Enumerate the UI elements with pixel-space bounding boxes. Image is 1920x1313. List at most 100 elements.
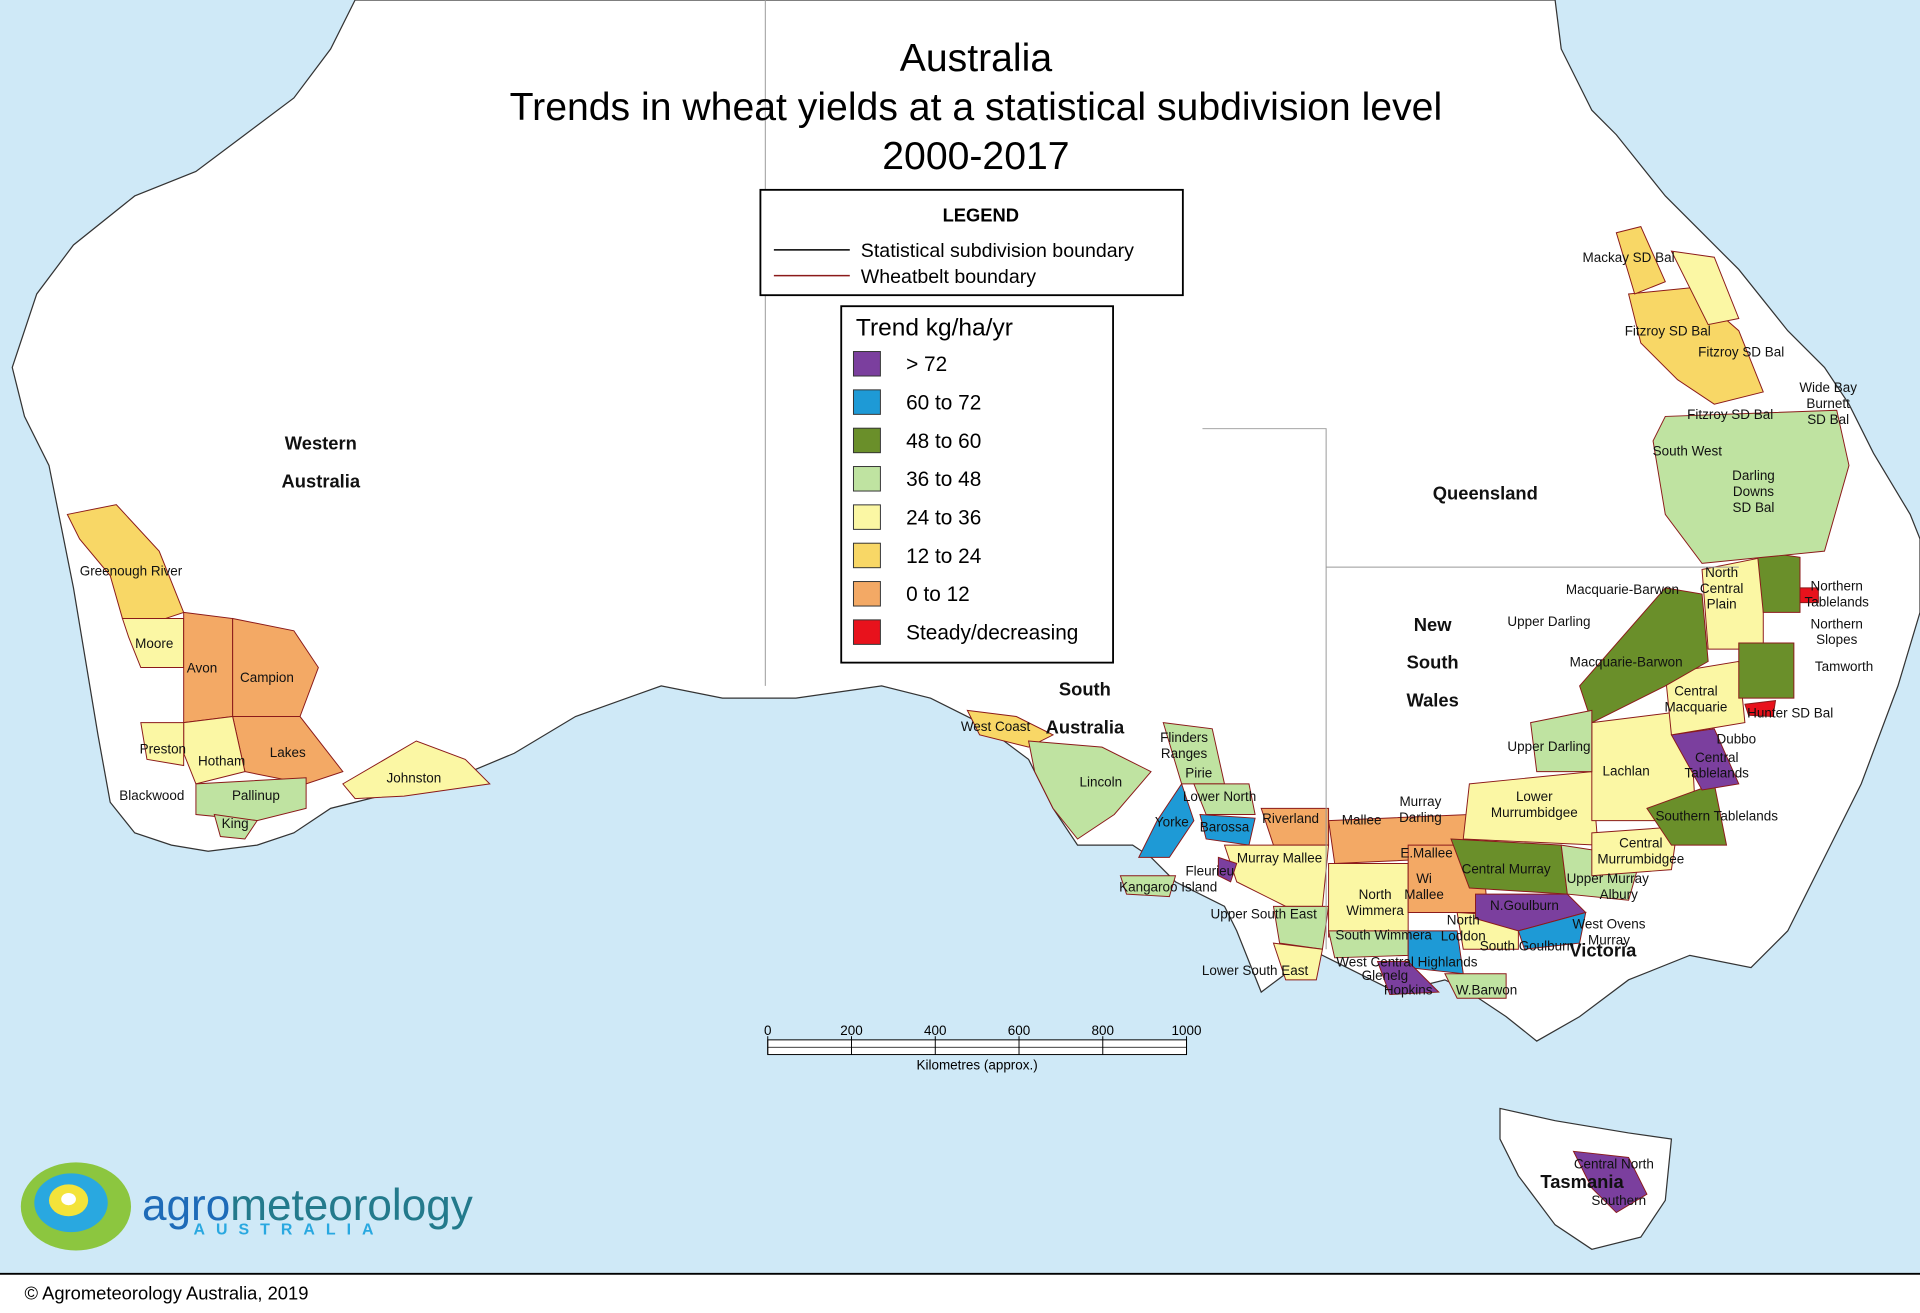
region-label-line: Upper Murray — [1567, 871, 1650, 886]
region-label: Macquarie-Barwon — [1570, 654, 1683, 669]
region-label-line: W.Barwon — [1456, 983, 1517, 998]
scale-tick-label: 0 — [764, 1023, 771, 1038]
region-label: Central Macquarie — [1664, 684, 1727, 715]
region-label-line: Ranges — [1161, 746, 1208, 761]
region-area — [121, 618, 185, 669]
region-label: Flinders Ranges — [1160, 730, 1208, 761]
region-label: Mackay SD Bal — [1583, 250, 1675, 265]
region-label-line: Fitzroy SD Bal — [1687, 407, 1773, 422]
region-label-line: West Ovens — [1572, 916, 1645, 931]
trend-swatch — [852, 466, 881, 492]
region-area — [1530, 709, 1593, 773]
region-area — [1027, 740, 1152, 840]
region-label-line: West Coast — [961, 719, 1031, 734]
trend-swatch — [852, 504, 881, 530]
trend-legend-title: Trend kg/ha/yr — [856, 315, 1013, 342]
scale-label: Kilometres (approx.) — [917, 1057, 1038, 1072]
state-label: South Australia — [1046, 679, 1125, 738]
region-label-line: Tablelands — [1685, 766, 1750, 781]
regions-layer — [66, 226, 1850, 1214]
region-label-line: Mackay SD Bal — [1583, 250, 1675, 265]
region-area — [1376, 960, 1440, 996]
region-area — [1137, 782, 1195, 858]
region-label: Darling Downs SD Bal — [1732, 468, 1775, 515]
region-label: Fitzroy SD Bal — [1687, 407, 1773, 422]
trend-label: 12 to 24 — [906, 545, 981, 568]
region-label-line: Burnett — [1806, 396, 1850, 411]
region-label-line: Upper South East — [1211, 907, 1318, 922]
scale-tick-label: 200 — [840, 1023, 862, 1038]
region-label-line: Northern — [1811, 578, 1863, 593]
region-label-line: Albury — [1600, 887, 1638, 902]
region-area — [213, 813, 258, 840]
region-label-line: West Central Highlands — [1336, 954, 1477, 969]
region-label-line: Preston — [140, 741, 186, 756]
state-label-line: Wales — [1406, 690, 1458, 711]
region-label: South Wimmera — [1335, 927, 1432, 942]
logo-shape — [61, 1192, 76, 1206]
region-area — [1217, 856, 1238, 883]
region-label: West Coast — [961, 719, 1031, 734]
region-label-line: Northern — [1811, 616, 1863, 631]
legend-box — [759, 188, 1184, 297]
region-label-line: Lower North — [1183, 789, 1256, 804]
region-area — [1119, 875, 1177, 898]
region-label-line: Lower South East — [1202, 963, 1309, 978]
region-label: Hotham — [198, 754, 245, 769]
trend-swatch — [852, 427, 881, 454]
copyright: © Agrometeorology Australia, 2019 — [24, 1283, 308, 1304]
region-label: Moore — [135, 636, 173, 651]
region-area — [1799, 587, 1819, 604]
region-label-line: South Goulburn — [1480, 938, 1574, 953]
state-label-line: Victoria — [1569, 940, 1637, 961]
region-area — [1615, 226, 1666, 295]
scale-bar: 0 200 400 600 800 1000 Kilometres (approx.) — [764, 1023, 1202, 1072]
region-label: North Loddon — [1441, 913, 1486, 944]
region-label-line: Slopes — [1816, 632, 1857, 647]
region-area — [195, 777, 307, 822]
region-label: North Central Plain — [1700, 565, 1743, 612]
region-label-line: Lincoln — [1079, 774, 1122, 789]
title-line: Trends in wheat yields at a statistical … — [510, 86, 1442, 129]
region-label-line: Central — [1695, 750, 1738, 765]
state-label-line: South — [1407, 652, 1459, 673]
region-label-line: Murray — [1588, 932, 1630, 947]
trend-label: Steady/decreasing — [906, 621, 1078, 644]
region-label: Wide Bay Burnett SD Bal — [1799, 380, 1857, 427]
region-label: North Wimmera — [1346, 887, 1404, 918]
region-label: Upper Murray — [1567, 871, 1650, 886]
logo: agrometeorology AUSTRALIA — [20, 1162, 473, 1251]
region-label-line: Macquarie — [1664, 700, 1727, 715]
region-label: Albury — [1600, 887, 1638, 902]
region-label-line: Wi — [1416, 871, 1432, 886]
trend-items: > 72 60 to 72 48 to 60 36 to 48 24 to 36 12 t… — [852, 351, 1078, 645]
logo-prefix: agro — [142, 1181, 230, 1230]
state-label-line: Western — [285, 433, 357, 454]
region-label-line: Campion — [240, 670, 294, 685]
legend-item: Statistical subdivision boundary — [861, 240, 1134, 262]
region-label: E.Mallee — [1400, 845, 1452, 860]
region-label-line: Downs — [1733, 484, 1774, 499]
region-label: Riverland — [1262, 811, 1319, 826]
region-label-line: Tablelands — [1805, 594, 1870, 609]
region-label: Upper South East — [1211, 907, 1318, 922]
region-label-line: Johnston — [387, 771, 442, 786]
region-area — [1517, 911, 1587, 950]
region-label: Campion — [240, 670, 294, 685]
region-label: Lincoln — [1079, 774, 1122, 789]
region-area — [966, 709, 1055, 748]
scale-tick-label: 800 — [1092, 1023, 1114, 1038]
region-label: Southern — [1591, 1193, 1646, 1208]
region-label-line: E.Mallee — [1400, 845, 1452, 860]
region-label: Wi Mallee — [1404, 871, 1444, 902]
region-label-line: Moore — [135, 636, 173, 651]
trend-label: 0 to 12 — [906, 583, 970, 606]
region-area — [140, 722, 185, 767]
legend-item: Wheatbelt boundary — [861, 266, 1036, 288]
region-area — [232, 617, 319, 718]
region-area — [1670, 250, 1740, 326]
trend-swatch — [852, 619, 881, 645]
region-area — [1744, 700, 1777, 718]
region-label-line: Fitzroy SD Bal — [1625, 324, 1711, 339]
